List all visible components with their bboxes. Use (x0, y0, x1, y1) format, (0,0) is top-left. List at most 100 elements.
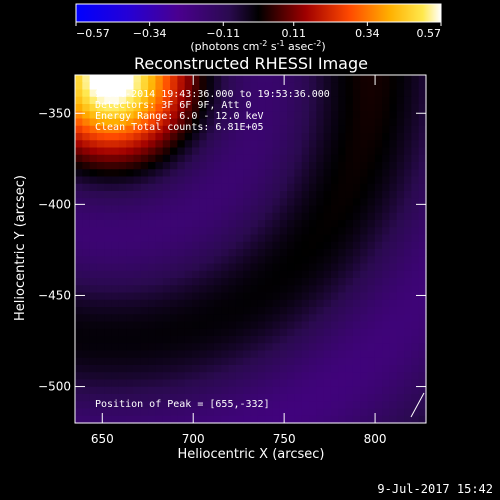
heatmap-cell (389, 111, 398, 120)
heatmap-cell (330, 82, 339, 91)
heatmap-cell (170, 372, 178, 381)
heatmap-cell (206, 336, 215, 344)
heatmap-cell (96, 263, 105, 272)
heatmap-cell (199, 96, 208, 105)
heatmap-cell (338, 75, 347, 83)
heatmap-cell (118, 278, 127, 286)
heatmap-cell (294, 408, 303, 417)
heatmap-cell (411, 379, 420, 388)
heatmap-cell (360, 118, 369, 127)
heatmap-cell (250, 292, 259, 301)
heatmap-cell (257, 292, 266, 301)
heatmap-cell (89, 365, 98, 373)
heatmap-cell (265, 314, 274, 323)
heatmap-cell (89, 111, 98, 120)
heatmap-cell (126, 328, 135, 337)
heatmap-cell (257, 372, 266, 381)
heatmap-cell (411, 357, 420, 366)
heatmap-cell (162, 357, 171, 366)
heatmap-cell (418, 270, 427, 279)
heatmap-cell (360, 162, 369, 170)
heatmap-cell (250, 104, 259, 112)
heatmap-cell (235, 133, 244, 141)
heatmap-cell (118, 386, 127, 395)
heatmap-cell (382, 183, 391, 192)
heatmap-cell (243, 234, 252, 243)
heatmap-cell (235, 263, 244, 272)
heatmap-cell (155, 249, 164, 257)
heatmap-cell (279, 372, 288, 381)
heatmap-cell (367, 118, 376, 127)
heatmap-cell (96, 285, 105, 294)
heatmap-cell (265, 162, 274, 170)
heatmap-cell (235, 401, 244, 410)
heatmap-cell (206, 299, 215, 308)
heatmap-cell (389, 379, 398, 388)
heatmap-cell (352, 408, 361, 417)
heatmap-cell (396, 401, 405, 410)
heatmap-cell (82, 386, 91, 395)
heatmap-cell (257, 96, 266, 105)
heatmap-cell (199, 401, 208, 410)
heatmap-cell (177, 96, 186, 105)
heatmap-cell (118, 147, 127, 156)
heatmap-cell (162, 234, 171, 243)
heatmap-cell (243, 125, 252, 134)
heatmap-cell (287, 82, 295, 91)
heatmap-cell (396, 111, 405, 120)
heatmap-cell (330, 111, 339, 120)
heatmap-cell (294, 162, 303, 170)
heatmap-cell (338, 357, 347, 366)
heatmap-cell (126, 401, 135, 410)
heatmap-cell (96, 256, 105, 265)
heatmap-cell (82, 147, 91, 156)
heatmap-cell (192, 263, 200, 272)
heatmap-cell (257, 401, 266, 410)
heatmap-cell (104, 401, 113, 410)
heatmap-cell (418, 401, 427, 410)
heatmap-cell (330, 133, 339, 141)
heatmap-cell (148, 394, 157, 402)
heatmap-cell (294, 147, 303, 156)
heatmap-cell (389, 336, 398, 344)
heatmap-cell (389, 408, 398, 417)
heatmap-cell (287, 379, 295, 388)
heatmap-cell (184, 133, 193, 141)
heatmap-cell (389, 227, 398, 236)
heatmap-cell (404, 176, 412, 185)
heatmap-cell (140, 205, 149, 214)
heatmap-cell (213, 176, 222, 185)
heatmap-cell (360, 82, 369, 91)
heatmap-cell (265, 415, 274, 424)
heatmap-cell (89, 307, 98, 315)
heatmap-cell (111, 314, 120, 323)
heatmap-cell (287, 270, 295, 279)
heatmap-cell (287, 176, 295, 185)
heatmap-cell (374, 292, 383, 301)
heatmap-cell (411, 111, 420, 120)
heatmap-cell (330, 270, 339, 279)
heatmap-cell (345, 183, 354, 192)
heatmap-cell (389, 140, 398, 149)
heatmap-cell (250, 256, 259, 265)
heatmap-cell (294, 89, 303, 98)
heatmap-cell (411, 169, 420, 178)
heatmap-cell (184, 365, 193, 373)
heatmap-cell (96, 292, 105, 301)
heatmap-cell (418, 336, 427, 344)
heatmap-cell (155, 278, 164, 286)
heatmap-cell (228, 241, 237, 250)
heatmap-cell (345, 212, 354, 221)
heatmap-cell (243, 176, 252, 185)
heatmap-cell (411, 154, 420, 163)
heatmap-cell (104, 125, 113, 134)
heatmap-cell (133, 82, 142, 91)
heatmap-cell (96, 328, 105, 337)
heatmap-cell (206, 212, 215, 221)
heatmap-cell (352, 111, 361, 120)
footer-timestamp: 9-Jul-2017 15:42 (377, 482, 493, 496)
heatmap-cell (118, 183, 127, 192)
heatmap-cell (309, 241, 317, 250)
heatmap-cell (213, 220, 222, 228)
heatmap-cell (279, 118, 288, 127)
